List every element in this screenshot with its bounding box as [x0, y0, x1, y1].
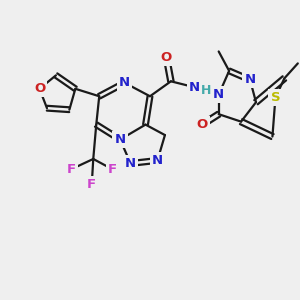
Text: N: N: [213, 88, 224, 101]
Text: N: N: [119, 76, 130, 89]
Text: H: H: [201, 84, 211, 98]
Text: F: F: [66, 163, 75, 176]
Text: N: N: [189, 81, 200, 94]
Text: O: O: [196, 118, 208, 131]
Text: N: N: [152, 154, 163, 167]
Text: O: O: [161, 51, 172, 64]
Text: N: N: [244, 73, 256, 86]
Text: S: S: [271, 91, 280, 104]
Text: N: N: [115, 133, 126, 146]
Text: F: F: [87, 178, 96, 191]
Text: O: O: [34, 82, 45, 95]
Text: N: N: [125, 157, 136, 170]
Text: F: F: [108, 163, 117, 176]
